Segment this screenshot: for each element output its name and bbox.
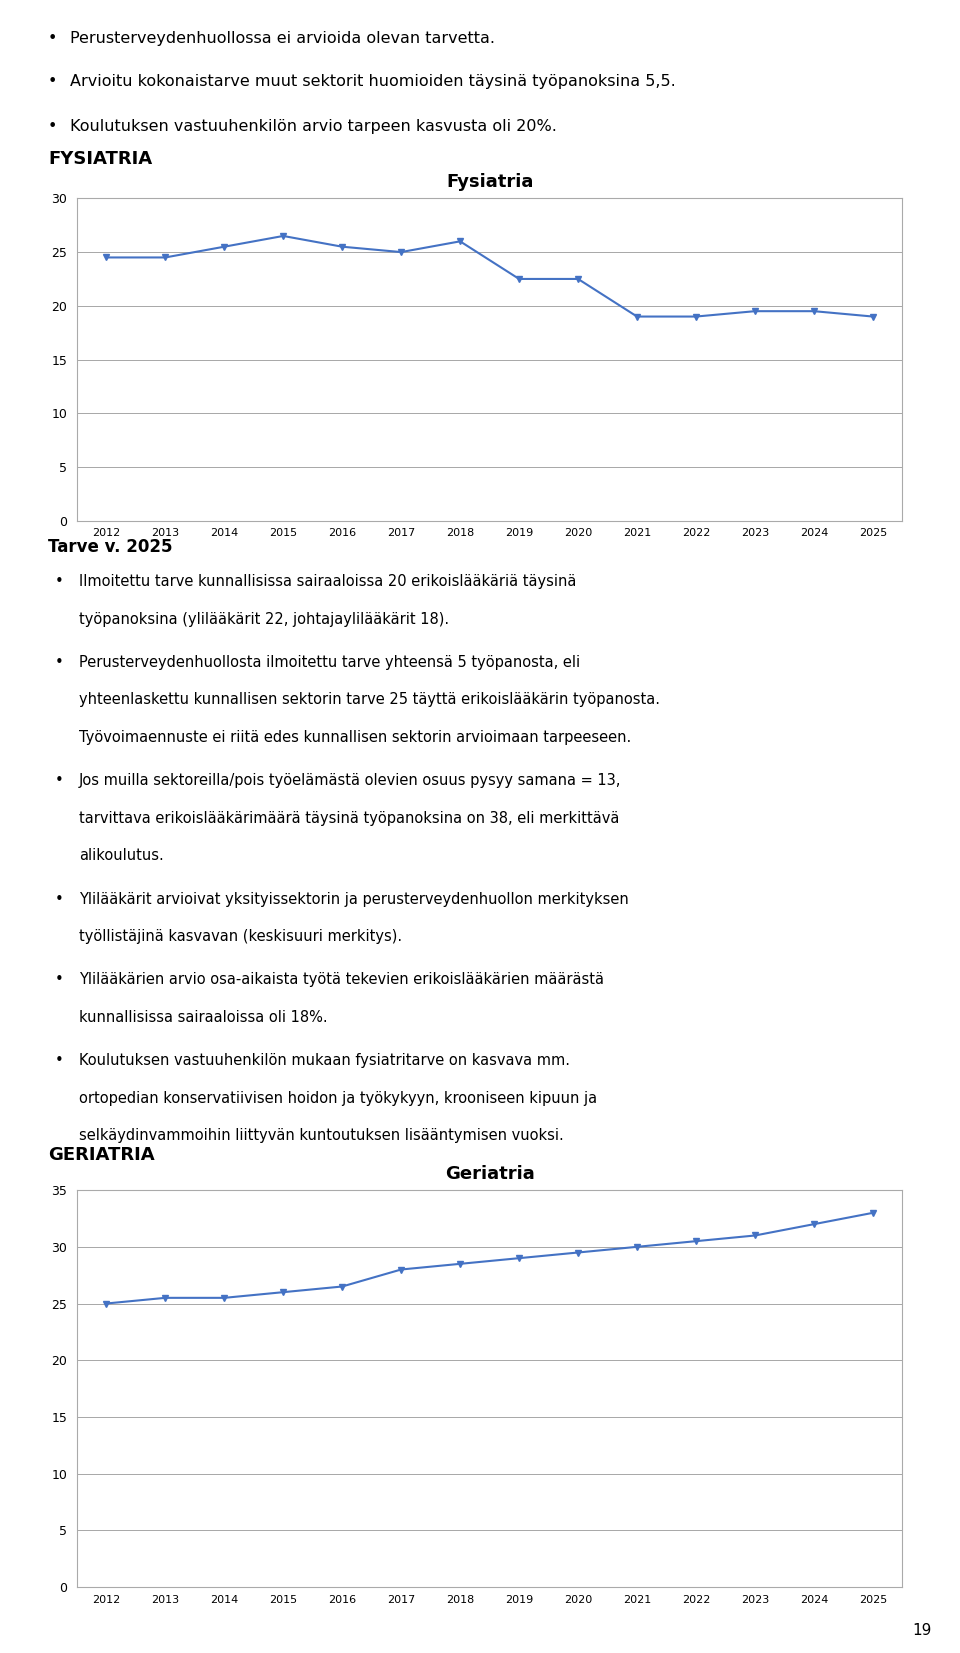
Text: •: • <box>55 1053 63 1068</box>
Text: •: • <box>48 31 58 46</box>
Text: •: • <box>55 774 63 788</box>
Text: •: • <box>55 891 63 906</box>
Text: FYSIATRIA: FYSIATRIA <box>48 150 152 167</box>
Text: Työvoimaennuste ei riitä edes kunnallisen sektorin arvioimaan tarpeeseen.: Työvoimaennuste ei riitä edes kunnallise… <box>79 731 631 746</box>
Text: työllistäjinä kasvavan (keskisuuri merkitys).: työllistäjinä kasvavan (keskisuuri merki… <box>79 929 402 944</box>
Text: Perusterveydenhuollossa ei arvioida olevan tarvetta.: Perusterveydenhuollossa ei arvioida olev… <box>70 31 495 46</box>
Text: tarvittava erikoislääkärimäärä täysinä työpanoksina on 38, eli merkittävä: tarvittava erikoislääkärimäärä täysinä t… <box>79 810 619 826</box>
Text: 19: 19 <box>912 1623 931 1638</box>
Text: kunnallisissa sairaaloissa oli 18%.: kunnallisissa sairaaloissa oli 18%. <box>79 1010 327 1025</box>
Text: •: • <box>55 655 63 669</box>
Text: •: • <box>48 74 58 89</box>
Text: •: • <box>48 119 58 134</box>
Title: Fysiatria: Fysiatria <box>445 174 534 192</box>
Text: yhteenlaskettu kunnallisen sektorin tarve 25 täyttä erikoislääkärin työpanosta.: yhteenlaskettu kunnallisen sektorin tarv… <box>79 693 660 707</box>
Text: Koulutuksen vastuuhenkilön arvio tarpeen kasvusta oli 20%.: Koulutuksen vastuuhenkilön arvio tarpeen… <box>70 119 557 134</box>
Text: Ylilääkärit arvioivat yksityissektorin ja perusterveydenhuollon merkityksen: Ylilääkärit arvioivat yksityissektorin j… <box>79 891 629 906</box>
Text: alikoulutus.: alikoulutus. <box>79 848 163 863</box>
Text: työpanoksina (ylilääkärit 22, johtajaylilääkärit 18).: työpanoksina (ylilääkärit 22, johtajayli… <box>79 612 449 626</box>
Text: Koulutuksen vastuuhenkilön mukaan fysiatritarve on kasvava mm.: Koulutuksen vastuuhenkilön mukaan fysiat… <box>79 1053 570 1068</box>
Text: •: • <box>55 972 63 987</box>
Title: Geriatria: Geriatria <box>444 1165 535 1184</box>
Text: Jos muilla sektoreilla/pois työelämästä olevien osuus pysyy samana = 13,: Jos muilla sektoreilla/pois työelämästä … <box>79 774 621 788</box>
Text: Tarve v. 2025: Tarve v. 2025 <box>48 537 173 555</box>
Text: •: • <box>55 574 63 588</box>
Text: Arvioitu kokonaistarve muut sektorit huomioiden täysinä työpanoksina 5,5.: Arvioitu kokonaistarve muut sektorit huo… <box>70 74 676 89</box>
Text: Ilmoitettu tarve kunnallisissa sairaaloissa 20 erikoislääkäriä täysinä: Ilmoitettu tarve kunnallisissa sairaaloi… <box>79 574 576 588</box>
Text: Perusterveydenhuollosta ilmoitettu tarve yhteensä 5 työpanosta, eli: Perusterveydenhuollosta ilmoitettu tarve… <box>79 655 580 669</box>
Text: selkäydinvammoihin liittyvän kuntoutuksen lisääntymisen vuoksi.: selkäydinvammoihin liittyvän kuntoutukse… <box>79 1127 564 1144</box>
Text: Ylilääkärien arvio osa-aikaista työtä tekevien erikoislääkärien määrästä: Ylilääkärien arvio osa-aikaista työtä te… <box>79 972 604 987</box>
Text: GERIATRIA: GERIATRIA <box>48 1147 155 1164</box>
Text: ortopedian konservatiivisen hoidon ja työkykyyn, krooniseen kipuun ja: ortopedian konservatiivisen hoidon ja ty… <box>79 1091 597 1106</box>
